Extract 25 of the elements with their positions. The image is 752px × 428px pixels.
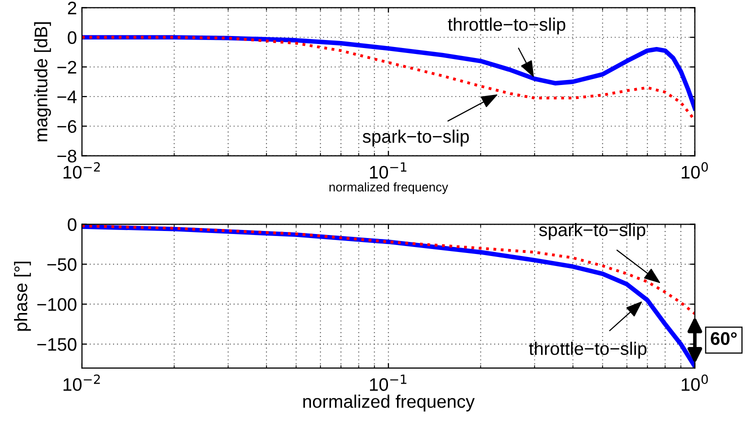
y-tick-label: −2 <box>57 60 76 74</box>
y-tick-label: −150 <box>37 338 76 351</box>
y-tick-label: −6 <box>57 120 76 133</box>
x-tick-label: 10$^{−2}$ <box>64 162 100 179</box>
y-tick-label: 0 <box>68 31 76 44</box>
y-axis-title: phase [°] <box>14 262 31 331</box>
y-tick-label: 2 <box>68 2 76 14</box>
x-axis-title: normalized frequency <box>303 394 475 412</box>
x-tick-label: 10$^{0}$ <box>682 374 708 391</box>
y-axis-title: magnitude [dB] <box>34 22 51 142</box>
x-tick-label: 10$^{−1}$ <box>370 162 406 179</box>
annotation: throttle−to−slip <box>529 342 646 359</box>
x-tick-label: 10$^{−2}$ <box>64 374 100 391</box>
y-tick-label: −50 <box>47 258 76 271</box>
annotation: spark−to−slip <box>362 130 469 146</box>
x-tick-label: 10$^{0}$ <box>682 162 708 179</box>
annotation: spark−to−slip <box>539 223 646 240</box>
y-tick-label: −4 <box>57 90 77 104</box>
y-tick-label: 0 <box>68 218 76 231</box>
y-tick-label: −8 <box>57 150 76 163</box>
annotation: throttle−to−slip <box>448 18 566 34</box>
y-tick-label: −100 <box>37 298 76 311</box>
x-tick-label: 10$^{−1}$ <box>370 374 406 391</box>
text: 60° <box>710 332 737 345</box>
x-axis-title: normalized frequency <box>329 182 448 194</box>
